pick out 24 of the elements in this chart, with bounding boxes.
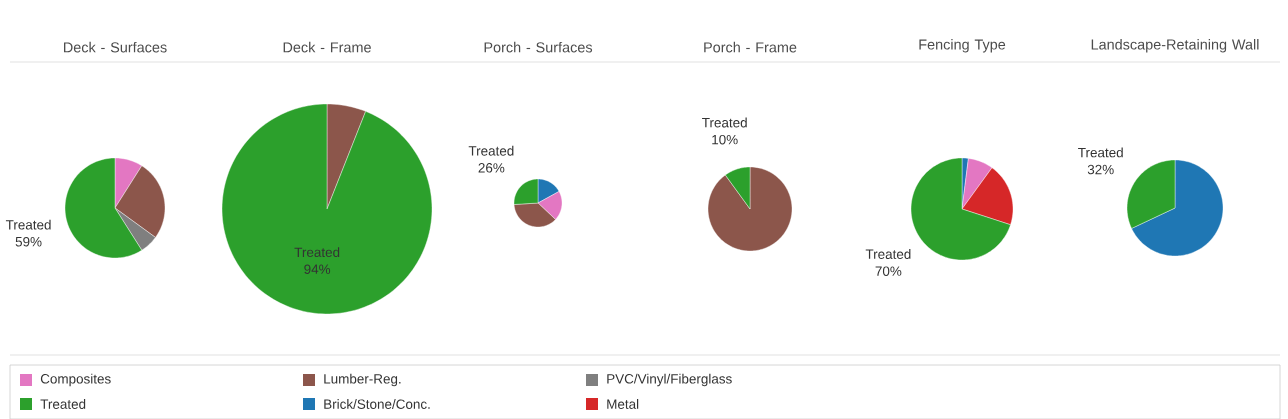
chart-title: Porch - Surfaces [484,41,593,53]
chart-title: Fencing Type [919,39,1006,53]
legend-label: Metal [607,399,639,409]
data-label: 59% [15,236,42,247]
legend-label: Brick/Stone/Conc. [324,399,430,409]
legend-label: PVC/Vinyl/Fiberglass [607,373,732,387]
slice-label: Treated [468,145,514,156]
chart-title: Deck - Frame [283,41,371,53]
data-label: 94% [304,264,331,274]
slice-label: Treated [5,219,51,230]
data-label: 10% [712,134,738,145]
legend-label: Lumber-Reg. [324,373,401,387]
chart-title: Deck - Surfaces [64,41,167,53]
chart-title: Landscape-Retaining Wall [1091,39,1259,53]
data-label: 26% [478,163,505,173]
legend-label: Treated [40,399,86,409]
slice-label: Treated [702,117,747,128]
slice-label: Treated [294,247,340,258]
slice-label: Treated [865,249,911,259]
chart-title: Porch - Frame [704,41,797,53]
slice-label: Treated [1078,147,1123,158]
data-label: 32% [1087,164,1114,175]
data-label: 70% [875,266,902,276]
legend-label: Composites [40,373,111,387]
